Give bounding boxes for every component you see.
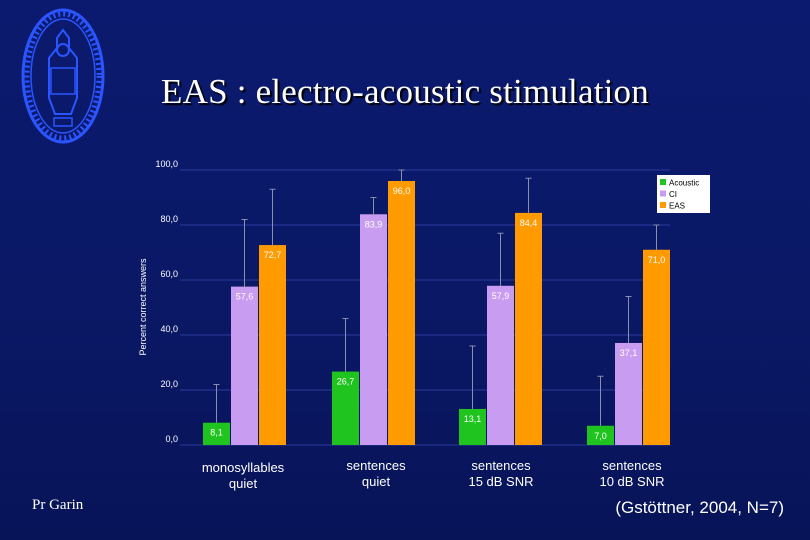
data-label-box [232,289,257,303]
legend-swatch [660,202,666,208]
data-label-box [460,411,485,425]
bar [360,214,387,445]
bar [259,245,286,445]
legend-label: EAS [669,202,685,211]
y-tick-label: 60,0 [160,269,178,279]
data-label: 57,6 [236,292,254,302]
legend-swatch [660,179,666,185]
y-tick-label: 80,0 [160,214,178,224]
legend-swatch [660,190,666,197]
data-label-box [488,288,513,302]
data-label-box [644,252,669,266]
data-label: 71,0 [648,255,666,265]
data-label: 37,1 [620,348,638,358]
data-label: 57,9 [492,291,510,301]
data-label: 84,4 [520,218,538,228]
data-label: 83,9 [365,219,383,229]
y-tick-label: 0,0 [165,434,178,444]
data-label-box [389,184,414,197]
bar [388,181,415,445]
y-axis-label: Percent correct answers [138,258,148,356]
presenter-name: Pr Garin [32,497,84,513]
x-category-label: sentences quiet [346,458,406,489]
bar [643,249,670,445]
y-tick-label: 100,0 [155,159,178,169]
legend-label: Acoustic [669,179,699,188]
data-label: 8,1 [210,428,223,438]
data-label: 26,7 [337,377,355,387]
bar [515,212,542,445]
data-label-box [616,345,641,359]
y-tick-label: 40,0 [160,324,178,334]
bar [487,285,514,445]
data-label-box [333,374,358,388]
data-label: 13,1 [464,414,482,424]
data-label-box [204,425,229,439]
university-seal-icon [21,8,105,144]
slide-title: EAS : electro-acoustic stimulation [161,72,649,111]
bar [615,342,642,445]
citation: (Gstöttner, 2004, N=7) [615,498,784,517]
x-category-label: sentences 10 dB SNR [599,458,665,489]
data-label: 72,7 [264,250,282,260]
data-label-box [516,215,541,229]
data-label: 7,0 [594,431,607,441]
y-tick-label: 20,0 [160,379,178,389]
x-category-label: monosyllables quiet [201,460,285,491]
data-label-box [588,428,613,442]
data-label-box [361,217,386,231]
data-label-box [260,248,285,262]
bar [231,286,258,445]
legend-label: CI [669,190,677,199]
x-category-label: sentences 15 dB SNR [468,458,534,489]
data-label: 96,0 [393,186,411,196]
